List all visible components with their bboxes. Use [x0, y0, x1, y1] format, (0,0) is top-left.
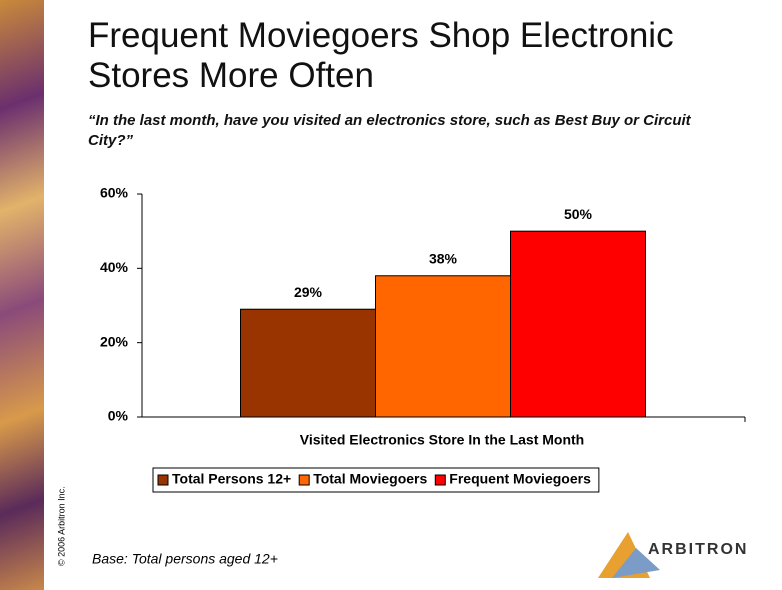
legend-swatch — [435, 475, 445, 485]
legend-label: Total Persons 12+ — [172, 471, 291, 487]
slide: Frequent Moviegoers Shop Electronic Stor… — [0, 0, 782, 590]
bar — [511, 231, 646, 417]
logo: ARBITRON — [598, 532, 748, 578]
y-tick-label: 60% — [100, 185, 129, 201]
bar — [376, 276, 511, 417]
y-tick-label: 20% — [100, 333, 129, 349]
y-tick-label: 0% — [108, 408, 129, 424]
y-tick-label: 40% — [100, 259, 129, 275]
legend-swatch — [158, 475, 168, 485]
legend-label: Total Moviegoers — [313, 471, 427, 487]
value-label: 50% — [564, 206, 593, 222]
bar — [241, 309, 376, 417]
legend-label: Frequent Moviegoers — [449, 471, 591, 487]
chart: Visited Electronics Store In the Last Mo… — [0, 0, 782, 590]
copyright: © 2006 Arbitron Inc. — [56, 486, 66, 566]
value-label: 29% — [294, 284, 323, 300]
x-axis-label: Visited Electronics Store In the Last Mo… — [300, 432, 584, 448]
value-label: 38% — [429, 250, 458, 266]
base-note: Base: Total persons aged 12+ — [92, 551, 278, 567]
legend-swatch — [299, 475, 309, 485]
logo-text: ARBITRON — [648, 541, 748, 558]
